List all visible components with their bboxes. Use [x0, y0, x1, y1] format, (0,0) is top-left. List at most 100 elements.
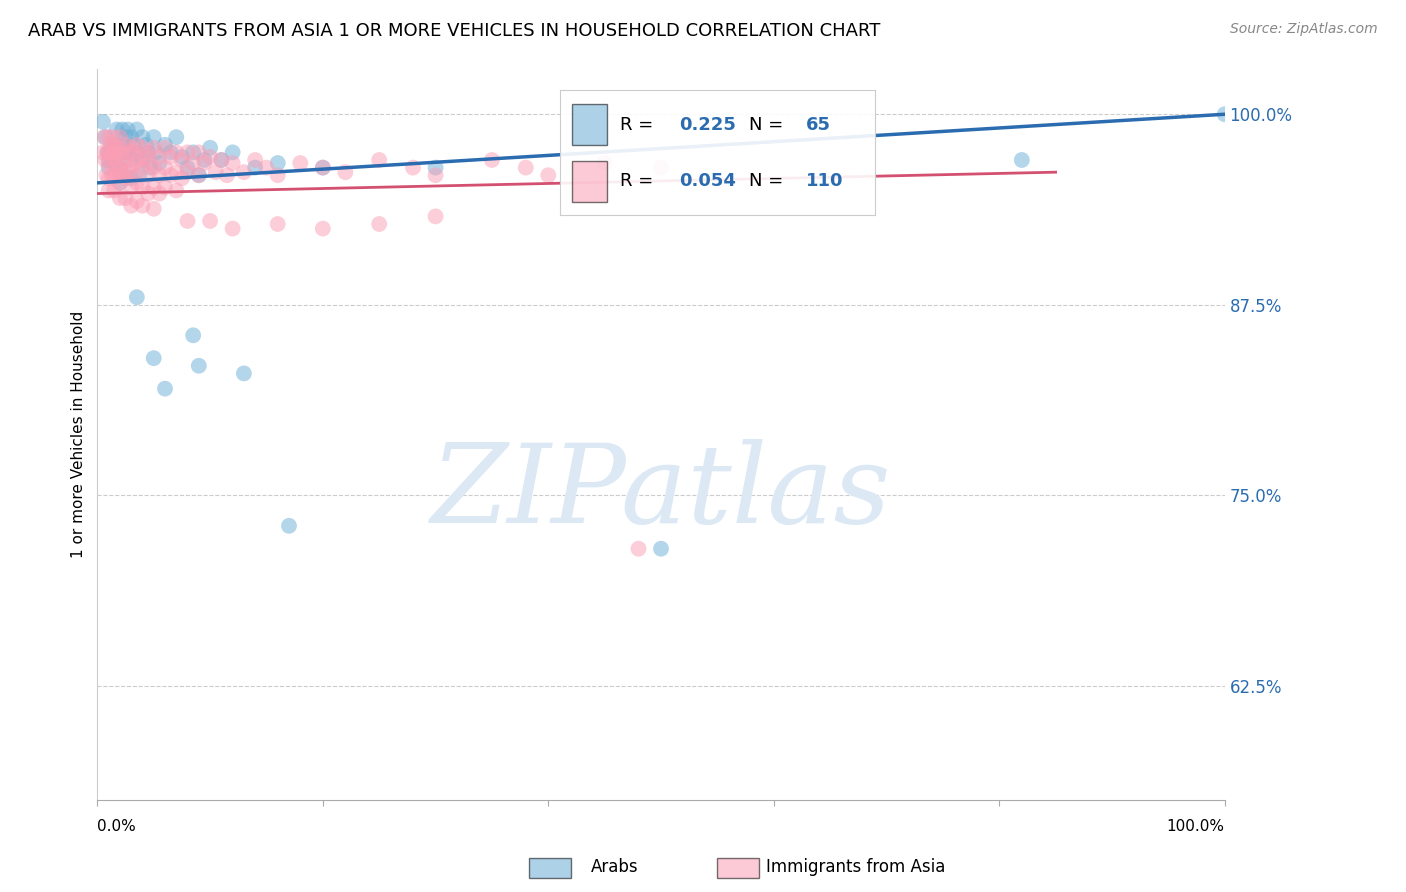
Point	[101, 153, 124, 167]
Point	[232, 165, 254, 179]
Text: 0.0%: 0.0%	[97, 819, 136, 833]
Point	[100, 145, 122, 160]
Point	[153, 141, 176, 155]
Point	[107, 145, 129, 160]
Point	[118, 145, 141, 160]
Point	[131, 130, 153, 145]
Point	[368, 153, 391, 167]
Point	[1011, 153, 1033, 167]
Point	[136, 145, 159, 160]
Point	[627, 541, 650, 556]
Point	[124, 168, 146, 182]
Point	[107, 168, 129, 182]
Point	[120, 171, 142, 186]
Point	[181, 328, 204, 343]
Point	[122, 137, 145, 152]
Point	[187, 168, 209, 182]
Point	[221, 145, 243, 160]
Point	[159, 145, 181, 160]
Point	[114, 168, 136, 182]
Point	[170, 153, 193, 167]
Point	[209, 153, 232, 167]
Point	[131, 180, 153, 194]
Point	[176, 214, 198, 228]
Point	[101, 130, 124, 145]
Point	[108, 176, 131, 190]
Point	[243, 153, 266, 167]
Point	[114, 137, 136, 152]
Point	[221, 156, 243, 170]
Point	[105, 161, 128, 175]
Text: Arabs: Arabs	[591, 858, 638, 876]
Point	[125, 137, 148, 152]
Point	[368, 217, 391, 231]
Text: Source: ZipAtlas.com: Source: ZipAtlas.com	[1230, 22, 1378, 37]
Text: ARAB VS IMMIGRANTS FROM ASIA 1 OR MORE VEHICLES IN HOUSEHOLD CORRELATION CHART: ARAB VS IMMIGRANTS FROM ASIA 1 OR MORE V…	[28, 22, 880, 40]
Point	[101, 145, 124, 160]
Point	[181, 156, 204, 170]
Point	[193, 156, 215, 170]
Point	[134, 150, 156, 164]
Point	[101, 145, 124, 160]
Point	[94, 130, 117, 145]
Point	[100, 153, 122, 167]
Point	[105, 122, 128, 136]
Point	[128, 168, 150, 182]
Point	[165, 165, 187, 179]
Point	[148, 186, 170, 201]
Point	[187, 145, 209, 160]
Point	[142, 141, 165, 155]
Point	[125, 176, 148, 190]
Point	[198, 150, 221, 164]
Point	[114, 191, 136, 205]
Point	[135, 137, 157, 152]
Point	[97, 153, 120, 167]
Point	[97, 171, 120, 186]
Point	[131, 153, 153, 167]
Point	[96, 145, 118, 160]
Point	[96, 168, 118, 182]
Text: Immigrants from Asia: Immigrants from Asia	[766, 858, 946, 876]
Point	[481, 153, 503, 167]
Point	[312, 161, 335, 175]
Point	[120, 180, 142, 194]
Point	[108, 145, 131, 160]
Point	[165, 184, 187, 198]
Point	[176, 145, 198, 160]
Point	[96, 145, 118, 160]
Text: ZIPatlas: ZIPatlas	[430, 439, 891, 547]
Point	[215, 168, 238, 182]
Point	[103, 137, 125, 152]
Point	[114, 171, 136, 186]
Point	[650, 161, 672, 175]
Point	[104, 145, 127, 160]
Point	[153, 180, 176, 194]
Point	[108, 161, 131, 175]
Point	[122, 145, 145, 160]
Point	[118, 165, 141, 179]
Point	[103, 184, 125, 198]
Point	[176, 165, 198, 179]
Point	[111, 168, 134, 182]
Point	[111, 122, 134, 136]
Point	[148, 150, 170, 164]
Point	[515, 161, 537, 175]
Point	[165, 145, 187, 160]
Point	[267, 217, 290, 231]
Point	[142, 130, 165, 145]
Point	[94, 153, 117, 167]
Point	[112, 137, 135, 152]
Point	[256, 161, 278, 175]
Point	[131, 161, 153, 175]
Point	[117, 145, 139, 160]
Point	[108, 191, 131, 205]
Point	[198, 141, 221, 155]
Point	[125, 145, 148, 160]
Point	[112, 156, 135, 170]
Point	[142, 351, 165, 366]
Point	[97, 184, 120, 198]
Text: 100.0%: 100.0%	[1167, 819, 1225, 833]
Point	[1213, 107, 1236, 121]
Point	[120, 199, 142, 213]
Point	[107, 141, 129, 155]
